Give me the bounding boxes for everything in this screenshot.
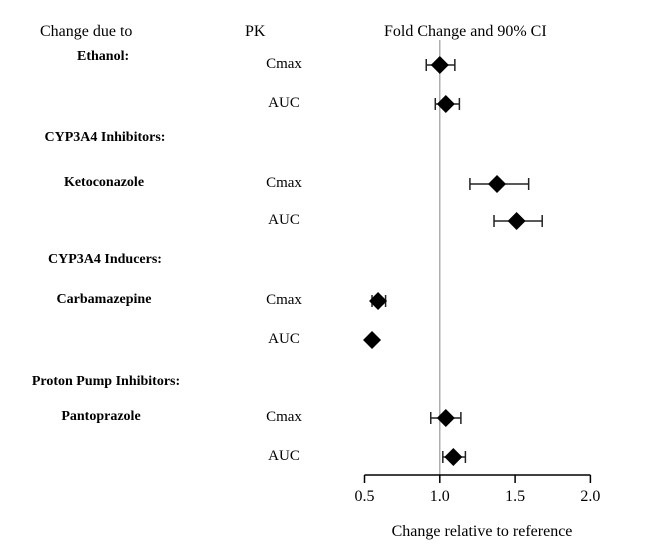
pk-label: AUC — [268, 331, 300, 347]
point-estimate-marker — [436, 409, 455, 427]
point-estimate-marker — [436, 95, 455, 113]
x-axis-label: Change relative to reference — [391, 523, 573, 540]
x-tick-label: 1.0 — [429, 488, 450, 505]
group-label: Ethanol: — [77, 49, 130, 64]
group-label: CYP3A4 Inducers: — [48, 252, 162, 267]
drug-label: Pantoprazole — [61, 409, 141, 424]
drug-label: Carbamazepine — [56, 292, 152, 307]
pk-label: Cmax — [266, 56, 302, 72]
header-pk: PK — [245, 23, 266, 40]
pk-label: AUC — [268, 448, 300, 464]
drug-label: Ketoconazole — [63, 175, 145, 190]
x-tick-label: 2.0 — [580, 488, 601, 505]
point-estimate-marker — [430, 56, 449, 74]
group-label: CYP3A4 Inhibitors: — [44, 130, 166, 145]
pk-label: AUC — [268, 95, 300, 111]
header-change-due-to: Change due to — [40, 23, 133, 40]
pk-label: Cmax — [266, 292, 302, 308]
x-tick-label: 0.5 — [354, 488, 375, 505]
point-estimate-marker — [507, 212, 526, 230]
point-estimate-marker — [444, 448, 463, 466]
point-estimate-marker — [488, 175, 507, 193]
point-estimate-marker — [363, 331, 382, 349]
pk-label: Cmax — [266, 409, 302, 425]
header-fold-change: Fold Change and 90% CI — [384, 23, 547, 40]
pk-label: AUC — [268, 212, 300, 228]
point-estimate-marker — [369, 292, 388, 310]
group-label: Proton Pump Inhibitors: — [31, 374, 181, 389]
x-tick-label: 1.5 — [505, 488, 526, 505]
pk-label: Cmax — [266, 175, 302, 191]
